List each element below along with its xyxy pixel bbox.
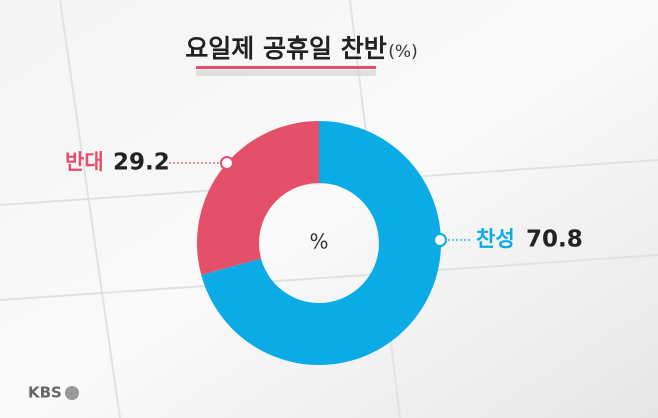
chart-subtitle: (%) bbox=[388, 42, 417, 62]
data-label: 29.2 bbox=[113, 150, 170, 176]
source-logo: KBS bbox=[28, 384, 62, 402]
leader-dot bbox=[433, 233, 447, 247]
title-underline bbox=[196, 66, 376, 69]
center-label: % bbox=[309, 230, 328, 254]
slice bbox=[201, 121, 441, 365]
title-underline-shadow bbox=[196, 70, 376, 76]
slice bbox=[197, 121, 319, 275]
chart-title: 요일제 공휴일 찬반 bbox=[185, 34, 386, 63]
data-label: 70.8 bbox=[526, 227, 583, 253]
donut bbox=[197, 121, 441, 365]
legend-label: 반대 bbox=[65, 150, 104, 174]
legend-label: 찬성 bbox=[476, 227, 515, 251]
logo-mark bbox=[65, 386, 79, 400]
leader-dot bbox=[220, 156, 234, 170]
